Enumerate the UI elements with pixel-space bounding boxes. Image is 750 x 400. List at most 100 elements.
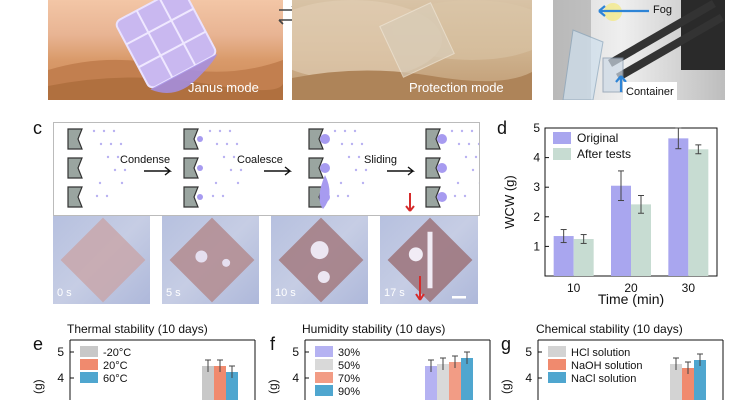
legend-label: HCl solution <box>571 347 630 359</box>
fog-particle <box>116 155 120 159</box>
janus-pillar <box>183 157 199 179</box>
water-droplet <box>437 192 447 202</box>
panel-letter-c: c <box>33 118 42 138</box>
fog-particle <box>208 129 212 133</box>
legend-swatch <box>315 385 333 396</box>
janus-mode-label: Janus mode <box>188 80 259 95</box>
fog-particle <box>357 155 361 159</box>
janus-pillar <box>67 128 83 150</box>
legend-label: NaOH solution <box>571 360 643 372</box>
panel-letter-e: e <box>33 334 44 354</box>
protection-mode-label: Protection mode <box>409 80 504 95</box>
bar-original-30 <box>668 138 689 276</box>
fog-particle <box>102 129 106 133</box>
fog-particle <box>98 181 102 185</box>
legend-label: 30% <box>338 347 360 359</box>
janus-pillar <box>308 157 324 179</box>
bar <box>425 366 437 400</box>
fog-particle <box>471 168 475 172</box>
fog-particle <box>228 129 232 133</box>
fog-particle <box>364 168 368 172</box>
water-droplet <box>320 134 330 144</box>
bar <box>461 358 473 400</box>
bar-after-tests-10 <box>573 239 594 276</box>
fog-particle <box>106 155 110 159</box>
y-axis-label: (g) <box>31 379 45 394</box>
janus-pillar <box>425 186 441 208</box>
step-arrow-icon <box>144 166 172 176</box>
legend-label: NaCl solution <box>571 373 636 385</box>
janus-pillar <box>183 186 199 208</box>
y-axis-label: WCW (g) <box>502 175 517 228</box>
fog-particle <box>354 168 358 172</box>
fog-particle <box>350 142 354 146</box>
desert-scene <box>48 0 283 100</box>
fog-particle <box>214 181 218 185</box>
legend-swatch <box>80 359 98 370</box>
fog-particle <box>218 129 222 133</box>
fog-particle <box>229 168 233 172</box>
legend-swatch <box>315 372 333 383</box>
janus-pillar <box>67 157 83 179</box>
bar <box>682 368 694 400</box>
fog-particle <box>453 194 457 198</box>
chart-f-humidity: 5 4 (g) 30%50%70%90% <box>266 339 491 400</box>
x-tick-label: 10 <box>567 281 581 295</box>
time-lapse-frame-0: 0 s <box>53 216 150 304</box>
x-tick-label: 30 <box>682 281 696 295</box>
fog-particle <box>457 142 461 146</box>
legend-label: 70% <box>338 373 360 385</box>
condensation-schematic: Condense Coalesce Sliding <box>53 122 485 216</box>
fog-particle <box>460 129 464 133</box>
fog-particle <box>211 194 215 198</box>
fog-particle <box>456 181 460 185</box>
bar <box>437 364 449 400</box>
y-tick-label: 5 <box>292 345 299 359</box>
legend-label: 20°C <box>103 360 128 372</box>
fog-particle <box>235 142 239 146</box>
y-tick-label: 3 <box>533 180 540 194</box>
fog-particle <box>239 168 243 172</box>
y-tick-label: 4 <box>292 371 299 385</box>
legend-label: -20°C <box>103 347 131 359</box>
fog-particle <box>113 168 117 172</box>
time-label-0: 0 s <box>57 287 72 299</box>
x-tick-label: 20 <box>624 281 638 295</box>
fog-particle <box>450 129 454 133</box>
legend-label: After tests <box>577 147 631 161</box>
y-tick-label: 4 <box>525 371 532 385</box>
janus-pillar <box>425 157 441 179</box>
fog-particle <box>343 129 347 133</box>
fog-particle <box>470 129 474 133</box>
fog-particle <box>105 194 109 198</box>
water-droplet <box>197 136 203 142</box>
time-lapse-photo-row: 0 s 5 s 10 s 17 s <box>53 216 478 304</box>
container-arrow-icon <box>615 75 627 92</box>
time-label-3: 17 s <box>384 287 405 299</box>
water-droplet <box>437 134 447 144</box>
time-lapse-frame-2: 10 s <box>271 216 368 304</box>
bar <box>214 366 226 400</box>
fog-particle <box>232 155 236 159</box>
bar-after-tests-20 <box>631 204 651 276</box>
panel-letter-d: d <box>497 118 508 138</box>
fog-particle <box>109 142 113 146</box>
bar <box>202 366 214 400</box>
fog-arrow-icon <box>598 5 649 17</box>
fog-particle <box>99 142 103 146</box>
legend-swatch <box>553 132 571 144</box>
fog-particle <box>112 129 116 133</box>
legend-label: 60°C <box>103 373 128 385</box>
x-axis-label: Time (min) <box>598 291 664 307</box>
fog-particle <box>95 194 99 198</box>
bar-original-10 <box>553 236 574 276</box>
time-label-2: 10 s <box>275 287 296 299</box>
janus-mode-photo: Janus mode <box>48 0 283 100</box>
water-droplet <box>320 163 330 173</box>
legend-swatch <box>315 359 333 370</box>
container-label-box: Container <box>623 82 677 100</box>
step-label-condense: Condense <box>120 154 171 166</box>
fog-particle <box>361 181 365 185</box>
janus-pillar <box>183 128 199 150</box>
fog-particle <box>347 155 351 159</box>
